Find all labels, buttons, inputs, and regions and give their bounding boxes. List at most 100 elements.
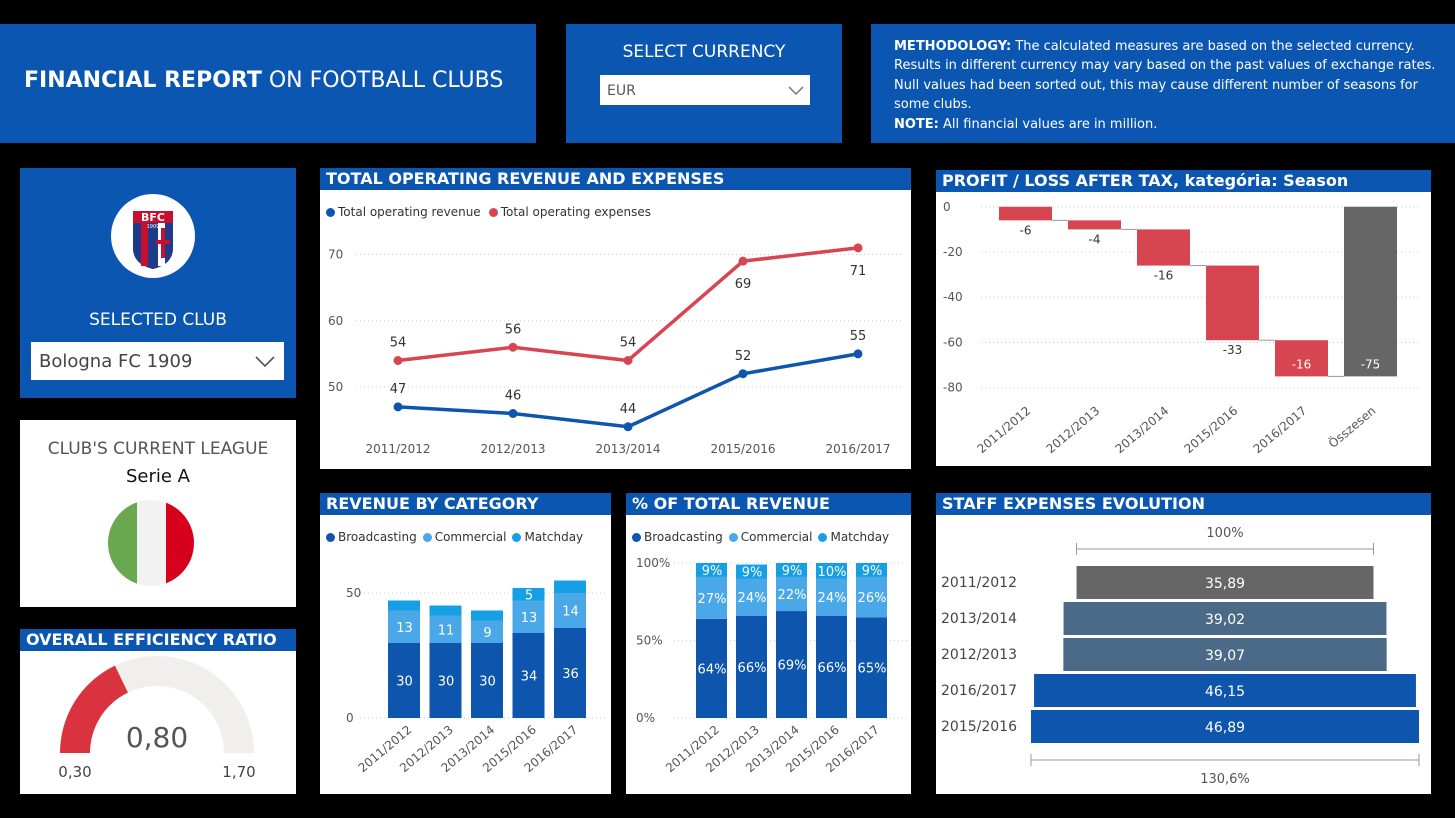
bar-data-label: 36 <box>562 667 579 682</box>
broadcasting-segment <box>736 615 767 718</box>
legend-expenses[interactable]: Total operating expenses <box>488 205 651 219</box>
club-dropdown[interactable]: Bologna FC 1909 <box>31 342 284 380</box>
funnel-bottom-label: 130,6% <box>1200 772 1250 787</box>
bar-data-label: 34 <box>521 670 538 685</box>
y-tick-label: 50 <box>346 586 361 600</box>
note-heading: NOTE: <box>894 116 939 132</box>
funnel-bar <box>1063 602 1387 635</box>
funnel-title: STAFF EXPENSES EVOLUTION <box>936 493 1431 515</box>
category-chart-title: REVENUE BY CATEGORY <box>320 493 611 515</box>
legend-matchday[interactable]: Matchday <box>818 530 889 544</box>
note-text: NOTE: All financial values are in millio… <box>894 115 1447 134</box>
percent-chart-title: % OF TOTAL REVENUE <box>626 493 911 515</box>
bar-data-label: 11 <box>438 623 455 638</box>
funnel-data-label: 39,07 <box>1205 648 1245 664</box>
funnel-top-label: 100% <box>1206 526 1243 541</box>
funnel-data-label: 46,89 <box>1205 720 1245 736</box>
bar-data-label: 27% <box>698 592 727 607</box>
legend-broadcasting-dot <box>632 532 641 542</box>
methodology-text: METHODOLOGY: The calculated measures are… <box>894 37 1447 115</box>
currency-dropdown[interactable]: EUR <box>600 75 810 105</box>
legend-broadcasting[interactable]: Broadcasting <box>632 530 723 544</box>
legend-commercial[interactable]: Commercial <box>422 530 506 544</box>
revenue-expenses-panel: TOTAL OPERATING REVENUE AND EXPENSES Tot… <box>320 168 911 469</box>
loss-bar <box>1206 265 1259 341</box>
chevron-down-icon <box>255 356 275 368</box>
expenses-data-label: 56 <box>505 322 522 337</box>
matchday-segment <box>776 563 807 577</box>
x-tick-label: 2015/2016 <box>1182 404 1241 457</box>
legend-revenue[interactable]: Total operating revenue <box>326 205 481 219</box>
bar-data-label: 69% <box>778 659 807 674</box>
staff-expenses-panel: STAFF EXPENSES EVOLUTION 100% 35,89 2011/2… <box>936 493 1431 794</box>
league-value: Serie A <box>125 466 190 487</box>
expenses-point <box>393 356 403 365</box>
matchday-segment <box>816 563 847 579</box>
bar-data-label: 66% <box>738 661 767 676</box>
selected-club-label: SELECTED CLUB <box>89 310 227 330</box>
x-tick-label: Összesen <box>1325 402 1379 451</box>
expenses-data-label: 54 <box>390 336 407 351</box>
bar-data-label: 9% <box>702 564 723 579</box>
matchday-segment <box>554 580 586 593</box>
funnel-category-label: 2011/2012 <box>941 575 1017 591</box>
legend-expenses-dot <box>488 207 498 217</box>
bar-data-label: 14 <box>562 605 579 620</box>
funnel-data-label: 35,89 <box>1205 576 1245 592</box>
y-tick-label: 50% <box>636 634 663 648</box>
bar-data-label: 9% <box>862 564 883 579</box>
broadcasting-segment <box>856 617 887 718</box>
legend-revenue-label: Total operating revenue <box>338 205 481 219</box>
funnel-bar <box>1063 638 1387 671</box>
y-tick-label: 70 <box>328 248 343 262</box>
bar-data-label: 66% <box>818 661 847 676</box>
commercial-segment <box>776 576 807 612</box>
expenses-point <box>508 342 518 352</box>
legend-matchday[interactable]: Matchday <box>512 530 583 544</box>
y-tick-label: -60 <box>943 335 963 349</box>
broadcasting-segment <box>429 643 462 718</box>
legend-broadcasting-label: Broadcasting <box>338 530 417 544</box>
expenses-data-label: 71 <box>850 264 867 279</box>
bar-data-label: 30 <box>396 675 413 690</box>
club-logo-year: 1909 <box>147 224 160 230</box>
y-tick-label: -40 <box>943 290 963 304</box>
legend-matchday-dot <box>512 532 522 542</box>
y-tick-label: 60 <box>328 314 343 328</box>
bar-data-label: 9 <box>483 626 491 641</box>
club-logo: BFC 1909 <box>111 194 195 278</box>
category-legend: Broadcasting Commercial Matchday <box>326 530 583 544</box>
funnel-bar <box>1031 710 1419 743</box>
y-tick-label: 50 <box>328 380 343 394</box>
y-tick-label: 0 <box>346 711 354 725</box>
currency-panel: SELECT CURRENCY EUR <box>566 24 842 143</box>
league-label: CLUB'S CURRENT LEAGUE <box>47 439 269 459</box>
bar-data-label: 9% <box>782 564 803 579</box>
loss-bar <box>1275 340 1328 377</box>
expenses-point <box>623 356 633 365</box>
line-chart: 50 60 70 2011/2012 2012/2013 2013/2014 2015/20… <box>328 243 904 456</box>
legend-commercial[interactable]: Commercial <box>728 530 812 544</box>
commercial-segment <box>736 578 767 616</box>
legend-broadcasting[interactable]: Broadcasting <box>326 530 417 544</box>
broadcasting-segment <box>816 615 847 718</box>
percent-legend: Broadcasting Commercial Matchday <box>632 530 889 544</box>
broadcasting-segment <box>471 643 503 718</box>
expenses-data-label: 69 <box>735 277 752 292</box>
gauge-value: 0,80 <box>126 721 188 754</box>
bar-data-label: 65% <box>858 662 887 677</box>
revenue-point <box>738 369 748 379</box>
y-tick-label: -80 <box>943 381 963 395</box>
revenue-data-label: 55 <box>850 329 867 344</box>
revenue-data-label: 46 <box>505 389 522 404</box>
x-tick-label: 2016/2017 <box>1251 404 1310 457</box>
matchday-segment <box>429 605 462 616</box>
funnel-category-label: 2013/2014 <box>941 611 1017 627</box>
matchday-segment <box>471 610 503 621</box>
commercial-segment <box>816 578 847 616</box>
revenue-data-label: 44 <box>620 402 637 417</box>
x-tick-label: 2011/2012 <box>365 442 430 456</box>
legend-matchday-label: Matchday <box>830 530 890 544</box>
x-tick-label: 2015/2016 <box>710 442 775 456</box>
league-panel: CLUB'S CURRENT LEAGUE Serie A <box>20 420 296 607</box>
